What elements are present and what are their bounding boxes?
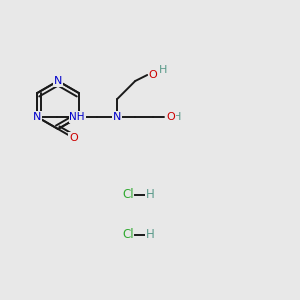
Text: Cl: Cl bbox=[122, 188, 134, 202]
Text: N: N bbox=[33, 112, 41, 122]
Text: H: H bbox=[146, 229, 154, 242]
Text: O: O bbox=[149, 70, 158, 80]
Text: NH: NH bbox=[70, 112, 85, 122]
Text: N: N bbox=[54, 76, 62, 86]
Text: H: H bbox=[146, 188, 154, 202]
Text: O: O bbox=[69, 133, 78, 143]
Text: H: H bbox=[173, 112, 182, 122]
Text: Cl: Cl bbox=[122, 229, 134, 242]
Text: N: N bbox=[113, 112, 122, 122]
Text: H: H bbox=[159, 65, 167, 75]
Text: O: O bbox=[167, 112, 176, 122]
